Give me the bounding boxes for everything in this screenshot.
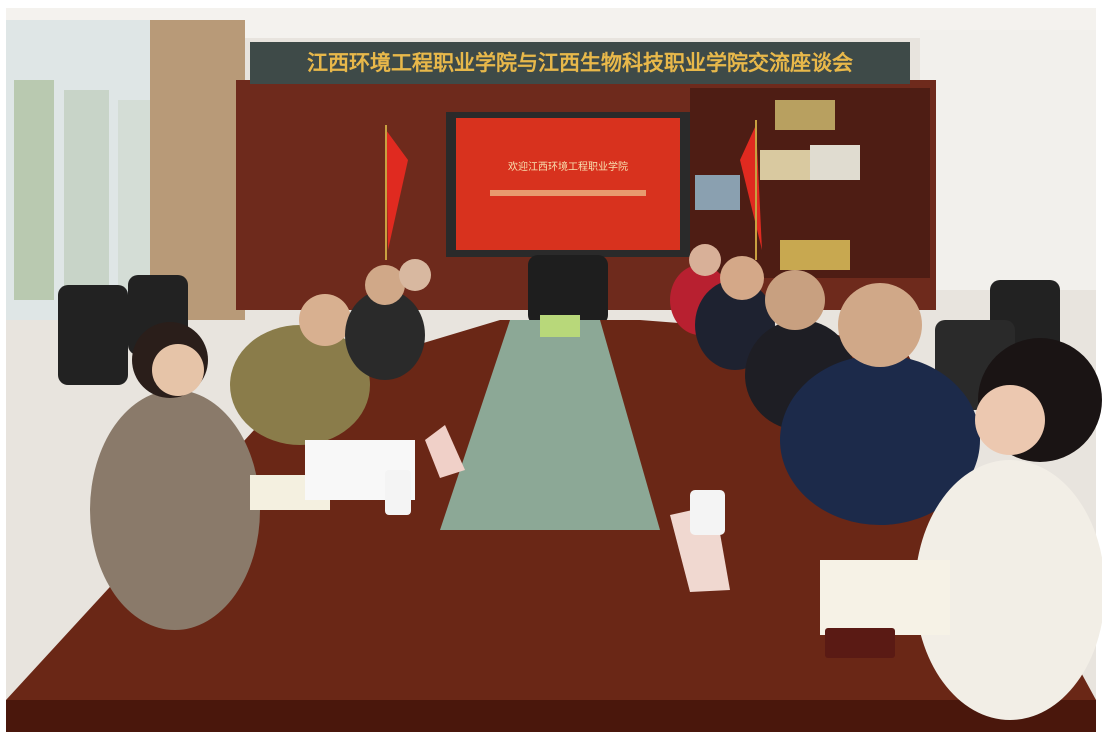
books [810, 145, 860, 180]
window-pane [64, 90, 109, 290]
person-face [152, 344, 204, 396]
screen-text: 欢迎江西环境工程职业学院 [508, 160, 628, 173]
table-edge [6, 700, 1096, 732]
chair [528, 255, 608, 325]
person [915, 460, 1102, 720]
person-head [720, 256, 764, 300]
name-card [425, 425, 465, 478]
notebook [820, 560, 950, 635]
books [780, 240, 850, 270]
person-head [365, 265, 405, 305]
person [780, 355, 980, 525]
window-pane [14, 80, 54, 300]
person-head [299, 294, 351, 346]
screen-line [490, 190, 646, 196]
tissue-box [540, 315, 580, 337]
screen [456, 118, 680, 250]
banner [250, 42, 910, 84]
person-head [399, 259, 431, 291]
phone [825, 628, 895, 658]
right-wall [920, 30, 1096, 290]
chair [58, 285, 128, 385]
curtain [150, 20, 245, 320]
table-glass [440, 320, 660, 530]
person [345, 290, 425, 380]
banner-text: 江西环境工程职业学院与江西生物科技职业学院交流座谈会 [307, 51, 853, 75]
books [695, 175, 740, 210]
person [90, 390, 260, 630]
books [775, 100, 835, 130]
person-head [838, 283, 922, 367]
cup [385, 470, 411, 515]
flag [386, 130, 408, 250]
person-head [765, 270, 825, 330]
person-head [689, 244, 721, 276]
cup [690, 490, 725, 535]
person [230, 325, 370, 445]
person-face [975, 385, 1045, 455]
